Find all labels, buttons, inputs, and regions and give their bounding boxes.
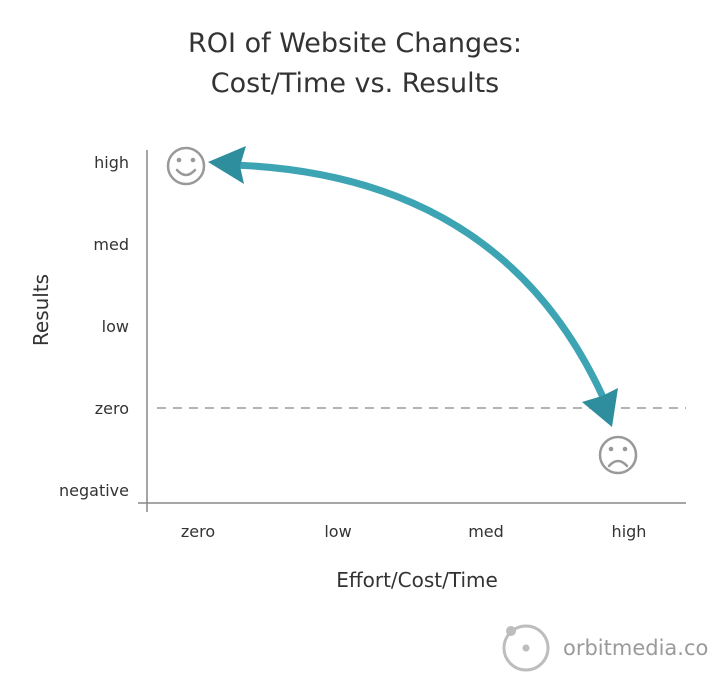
x-tick-label-med: med bbox=[468, 522, 504, 541]
double-arrow bbox=[208, 146, 618, 427]
orbit-logo-icon bbox=[502, 624, 550, 672]
y-axis-label: Results bbox=[29, 274, 53, 346]
x-axis-label: Effort/Cost/Time bbox=[336, 568, 498, 592]
x-tick-labels: zero low med high bbox=[181, 522, 647, 541]
x-tick-label-zero: zero bbox=[181, 522, 215, 541]
y-tick-labels: negative zero low med high bbox=[59, 153, 129, 500]
y-tick-label-med: med bbox=[93, 235, 129, 254]
arrow-head-bottom-icon bbox=[582, 388, 618, 427]
smiley-face-icon bbox=[166, 146, 206, 186]
x-tick-label-high: high bbox=[612, 522, 647, 541]
y-tick-label-low: low bbox=[102, 317, 129, 336]
x-tick-label-low: low bbox=[324, 522, 351, 541]
chart-title-line-1: ROI of Website Changes: bbox=[188, 28, 522, 59]
y-tick-label-zero: zero bbox=[95, 399, 129, 418]
y-tick-label-negative: negative bbox=[59, 481, 129, 500]
brand-text: orbitmedia.com bbox=[563, 636, 710, 660]
arrow-head-left-icon bbox=[208, 146, 246, 184]
y-tick-label-high: high bbox=[94, 153, 129, 172]
sad-face-icon bbox=[598, 435, 638, 475]
chart-title-line-2: Cost/Time vs. Results bbox=[211, 68, 499, 99]
arrow-curve bbox=[230, 161, 606, 399]
